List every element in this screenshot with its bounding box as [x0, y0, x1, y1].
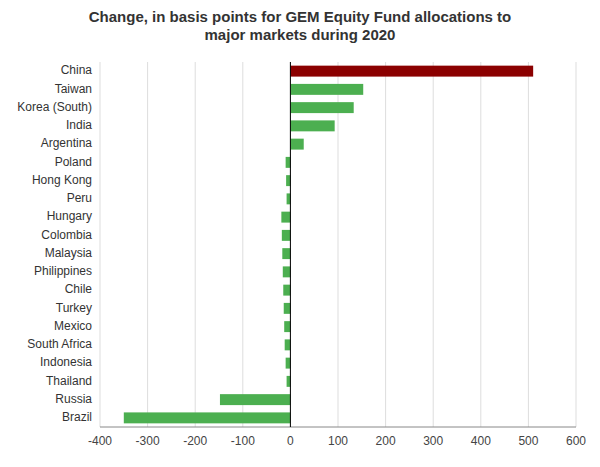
y-tick-label: South Africa — [27, 337, 92, 351]
y-tick-label: Korea (South) — [17, 100, 92, 114]
y-tick-label: Poland — [55, 155, 92, 169]
x-tick-label: 600 — [566, 434, 586, 448]
bar — [290, 102, 353, 113]
grid-line — [433, 62, 434, 427]
y-tick-label: Philippines — [34, 264, 92, 278]
bar — [290, 139, 303, 150]
y-tick-label: China — [61, 63, 93, 77]
grid-line — [290, 62, 291, 427]
x-tick-label: -200 — [183, 434, 207, 448]
bar — [286, 175, 290, 186]
bar — [282, 248, 290, 259]
y-tick-label: Taiwan — [55, 82, 92, 96]
x-tick-label: 0 — [287, 434, 294, 448]
y-tick-label: Hong Kong — [32, 173, 92, 187]
grid-line — [480, 62, 481, 427]
bar — [284, 321, 290, 332]
y-tick-label: Peru — [67, 191, 92, 205]
y-tick-label: Malaysia — [45, 246, 93, 260]
bars — [124, 66, 533, 424]
y-tick-label: Argentina — [41, 136, 93, 150]
x-tick-label: 200 — [376, 434, 396, 448]
bar — [124, 412, 291, 423]
x-tick-label: -400 — [88, 434, 112, 448]
bar — [285, 339, 291, 350]
bar — [287, 376, 291, 387]
grid-line — [147, 62, 148, 427]
title-line: major markets during 2020 — [205, 26, 396, 43]
y-tick-label: Hungary — [47, 209, 92, 223]
x-tick-label: 500 — [518, 434, 538, 448]
chart-title: Change, in basis points for GEM Equity F… — [89, 8, 512, 43]
bar — [220, 394, 290, 405]
x-tick-label: -300 — [136, 434, 160, 448]
grid-line — [100, 62, 101, 427]
grid-line — [576, 62, 577, 427]
y-tick-label: Turkey — [56, 301, 92, 315]
y-tick-label: Colombia — [41, 228, 92, 242]
bar — [290, 84, 363, 95]
bar — [283, 285, 290, 296]
bar — [281, 212, 290, 223]
chart-container: Change, in basis points for GEM Equity F… — [0, 0, 600, 467]
y-tick-label: Mexico — [54, 319, 92, 333]
y-tick-label: Indonesia — [40, 355, 92, 369]
y-tick-label: Brazil — [62, 410, 92, 424]
y-tick-label: Chile — [65, 282, 93, 296]
bar — [286, 157, 291, 168]
x-axis-line — [100, 427, 576, 428]
y-tick-label: Russia — [55, 392, 92, 406]
y-tick-label: Thailand — [46, 374, 92, 388]
grid-line — [338, 62, 339, 427]
grid-line — [528, 62, 529, 427]
bar — [284, 303, 291, 314]
bar — [290, 120, 334, 131]
bar — [286, 358, 291, 369]
bar — [287, 193, 291, 204]
x-tick-label: 400 — [471, 434, 491, 448]
grid — [100, 62, 576, 427]
bar — [290, 66, 533, 77]
y-tick-label: India — [66, 118, 92, 132]
x-tick-label: 300 — [423, 434, 443, 448]
grid-line — [385, 62, 386, 427]
zero-line — [290, 62, 291, 427]
grid-line — [242, 62, 243, 427]
bar — [282, 230, 291, 241]
x-tick-label: 100 — [328, 434, 348, 448]
title-line: Change, in basis points for GEM Equity F… — [89, 8, 512, 25]
x-tick-label: -100 — [231, 434, 255, 448]
grid-line — [195, 62, 196, 427]
bar — [283, 266, 291, 277]
chart-svg: Change, in basis points for GEM Equity F… — [0, 0, 600, 467]
